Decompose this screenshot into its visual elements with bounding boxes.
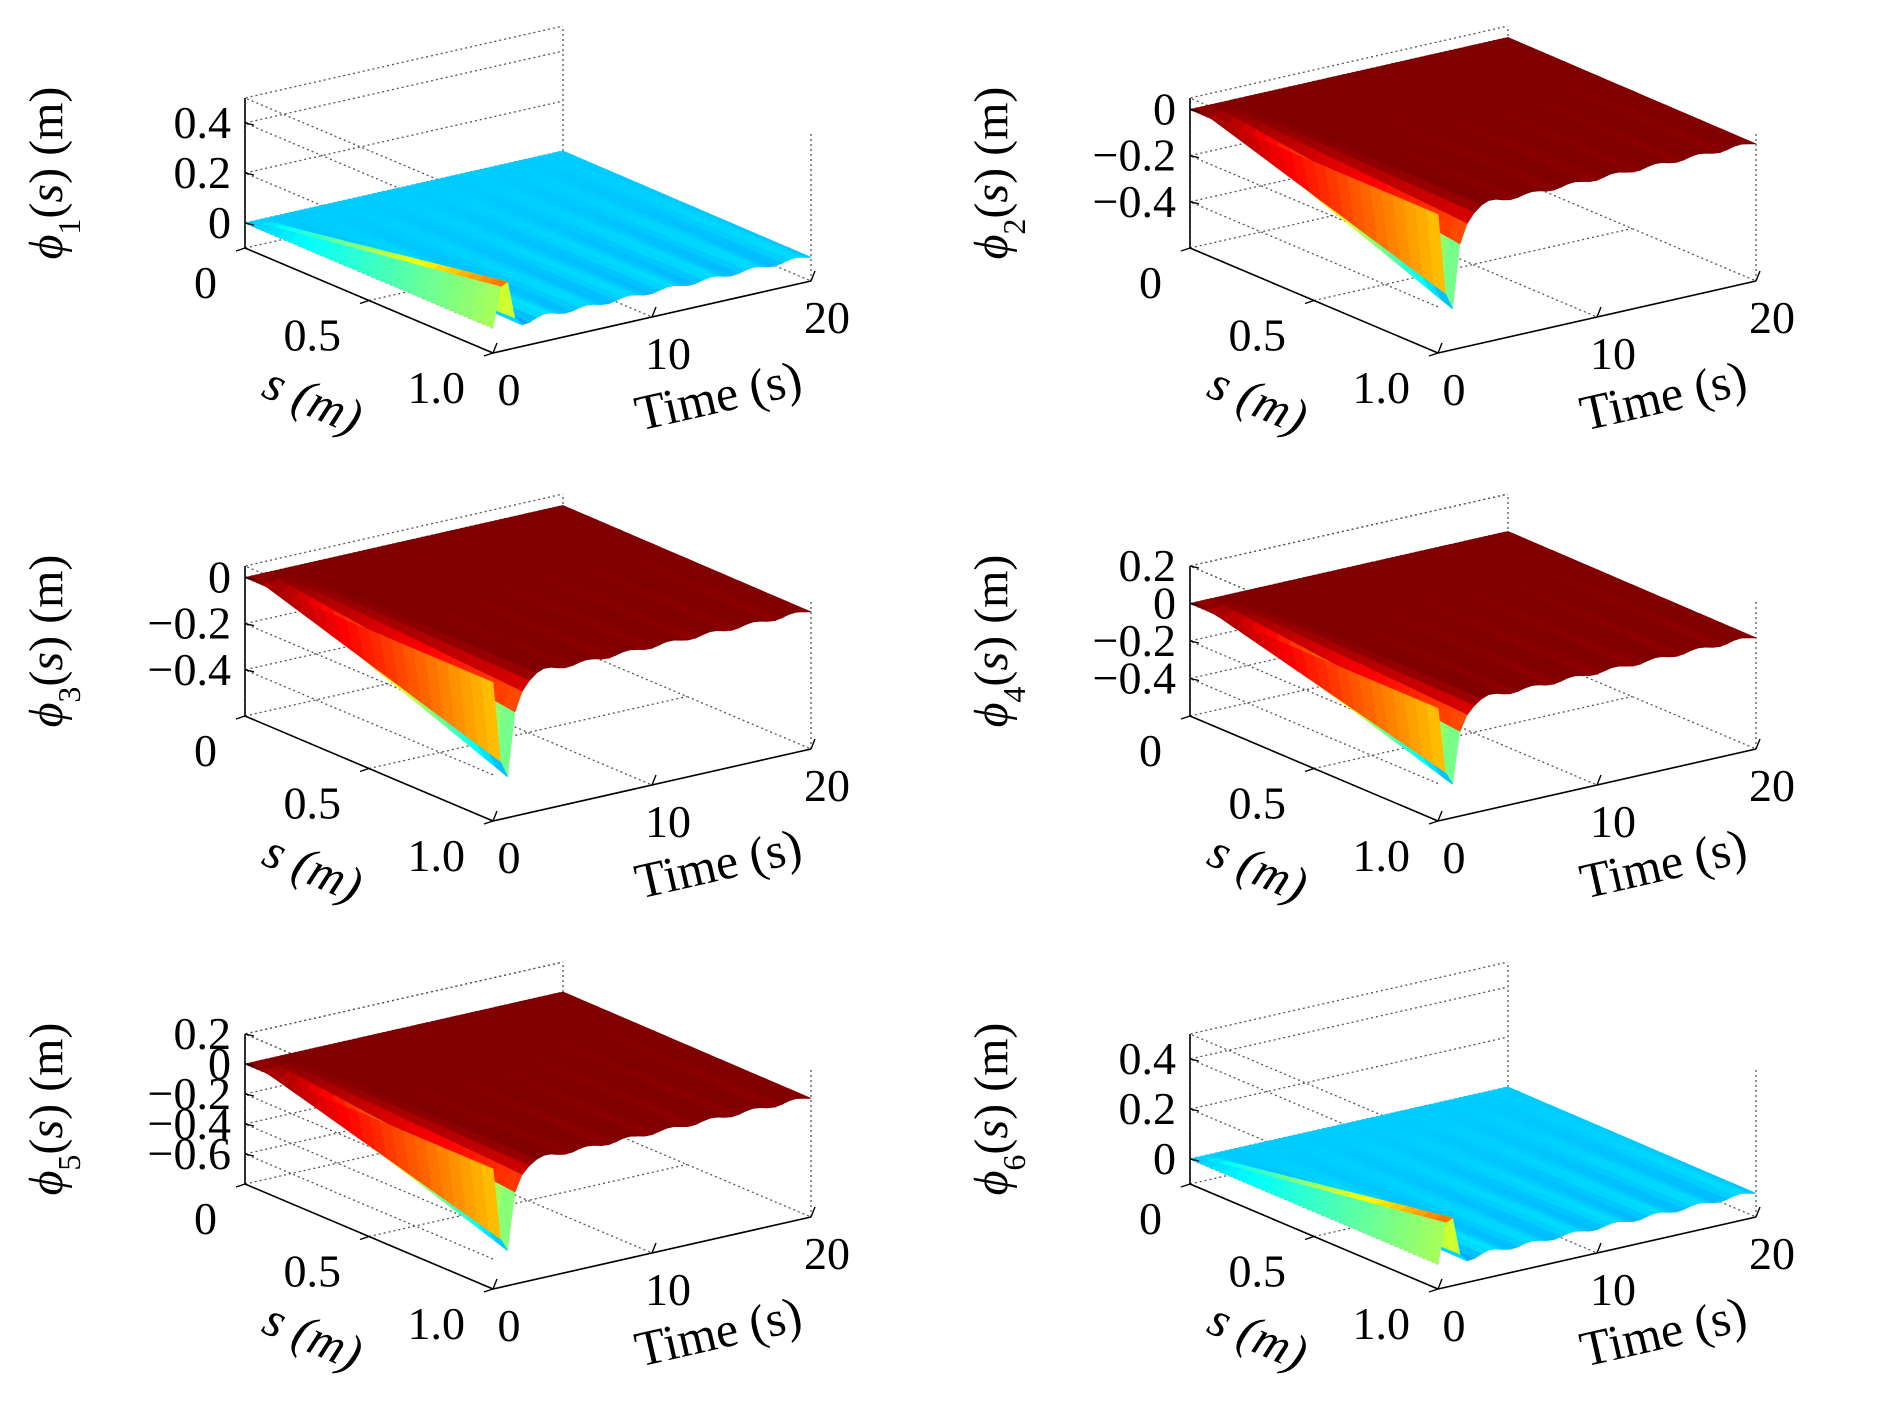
time-tick-label: 10	[1590, 328, 1636, 379]
subplot-phi6: 0 0.2 0.4 0 0.5 1.0 0 10 20 Time (s) s (m) ϕ6(s) (m…	[945, 936, 1890, 1404]
z-tick-label: −0.2	[1093, 130, 1176, 181]
surface-mesh	[243, 505, 812, 778]
time-tick-label: 20	[804, 292, 850, 343]
s-tick-label: 1.0	[1353, 830, 1411, 881]
z-tick-label: −0.2	[1093, 615, 1176, 666]
time-tick-label: 20	[804, 1228, 850, 1279]
z-axis-label: ϕ6(s) (m)	[965, 1023, 1032, 1196]
s-tick-label: 0.5	[284, 310, 342, 361]
subplot-phi2: 0 −0.2 −0.4 0 0.5 1.0 0 10 20 Time (s) s (m) ϕ2(s) …	[945, 0, 1890, 468]
s-tick-label: 0	[194, 1193, 217, 1244]
s-tick-label: 0.5	[284, 778, 342, 829]
z-tick-label: 0.2	[1119, 1083, 1177, 1134]
time-tick-label: 20	[804, 760, 850, 811]
subplot-phi4: 0.2 0 −0.2 −0.4 0 0.5 1.0 0 10 20 Time (s) s (m) ϕ4(…	[945, 468, 1890, 936]
z-axis-label: ϕ4(s) (m)	[965, 555, 1032, 728]
z-tick-label: 0	[208, 1038, 231, 1089]
s-tick-label: 1.0	[408, 830, 466, 881]
z-tick-label: −0.4	[1093, 653, 1176, 704]
s-axis-label: s (m)	[256, 354, 371, 445]
subplot-phi1: 0 0.2 0.4 0 0.5 1.0 0 10 20 Time (s) s (m) ϕ1(s) (m…	[0, 0, 945, 468]
z-axis-label: ϕ1(s) (m)	[20, 87, 87, 260]
time-tick-label: 20	[1749, 1228, 1795, 1279]
s-tick-label: 0.5	[1229, 778, 1287, 829]
s-tick-label: 0	[194, 257, 217, 308]
s-tick-label: 0	[194, 725, 217, 776]
time-tick-label: 0	[498, 364, 521, 415]
time-tick-label: 20	[1749, 760, 1795, 811]
time-tick-label: 0	[1443, 364, 1466, 415]
surface-mesh	[1188, 37, 1757, 310]
z-tick-label: 0	[1153, 1133, 1176, 1184]
time-tick-label: 10	[645, 796, 691, 847]
z-tick-label: 0	[1153, 84, 1176, 135]
s-axis-label: s (m)	[1201, 354, 1316, 445]
z-axis-label: ϕ2(s) (m)	[965, 87, 1032, 260]
s-tick-label: 0	[1139, 1193, 1162, 1244]
z-tick-label: 0.4	[1119, 1033, 1177, 1084]
s-tick-label: 0.5	[284, 1246, 342, 1297]
subplot-phi5: 0.2 0 −0.2 −0.4 −0.6 0 0.5 1.0 0 10 20 Time (s) s (m…	[0, 936, 945, 1404]
z-tick-label: 0.2	[1119, 540, 1177, 591]
time-tick-label: 10	[645, 1264, 691, 1315]
z-tick-label: 0.2	[174, 1008, 232, 1059]
time-tick-label: 0	[1443, 1300, 1466, 1351]
z-tick-label: 0	[208, 197, 231, 248]
z-tick-label: 0.4	[174, 97, 232, 148]
time-tick-label: 10	[1590, 796, 1636, 847]
time-tick-label: 0	[1443, 832, 1466, 883]
s-tick-label: 0	[1139, 257, 1162, 308]
s-tick-label: 1.0	[408, 1298, 466, 1349]
z-tick-label: −0.2	[148, 1068, 231, 1119]
s-tick-label: 1.0	[1353, 362, 1411, 413]
time-tick-label: 0	[498, 832, 521, 883]
s-axis-label: s (m)	[1201, 822, 1316, 913]
s-tick-label: 0	[1139, 725, 1162, 776]
z-tick-label: −0.2	[148, 598, 231, 649]
time-tick-label: 10	[645, 328, 691, 379]
s-tick-label: 0.5	[1229, 310, 1287, 361]
surface-mesh	[243, 150, 812, 329]
time-tick-label: 0	[498, 1300, 521, 1351]
time-tick-label: 20	[1749, 292, 1795, 343]
surface-mesh	[1188, 1086, 1757, 1265]
z-axis-label: ϕ5(s) (m)	[20, 1023, 87, 1196]
s-tick-label: 1.0	[1353, 1298, 1411, 1349]
s-axis-label: s (m)	[1201, 1290, 1316, 1381]
z-tick-label: −0.4	[148, 1098, 231, 1149]
z-tick-label: 0.2	[174, 147, 232, 198]
s-axis-label: s (m)	[256, 1290, 371, 1381]
subplot-phi3: 0 −0.2 −0.4 0 0.5 1.0 0 10 20 Time (s) s (m) ϕ3(s) …	[0, 468, 945, 936]
z-axis-label: ϕ3(s) (m)	[20, 555, 87, 728]
z-tick-label: −0.4	[1093, 176, 1176, 227]
time-tick-label: 10	[1590, 1264, 1636, 1315]
s-axis-label: s (m)	[256, 822, 371, 913]
z-tick-label: 0	[1153, 578, 1176, 629]
surface-mesh	[1188, 531, 1757, 785]
s-tick-label: 1.0	[408, 362, 466, 413]
z-tick-label: −0.4	[148, 644, 231, 695]
z-tick-label: 0	[208, 552, 231, 603]
s-tick-label: 0.5	[1229, 1246, 1287, 1297]
z-tick-label: −0.6	[148, 1128, 231, 1179]
surface-mesh	[243, 991, 812, 1252]
